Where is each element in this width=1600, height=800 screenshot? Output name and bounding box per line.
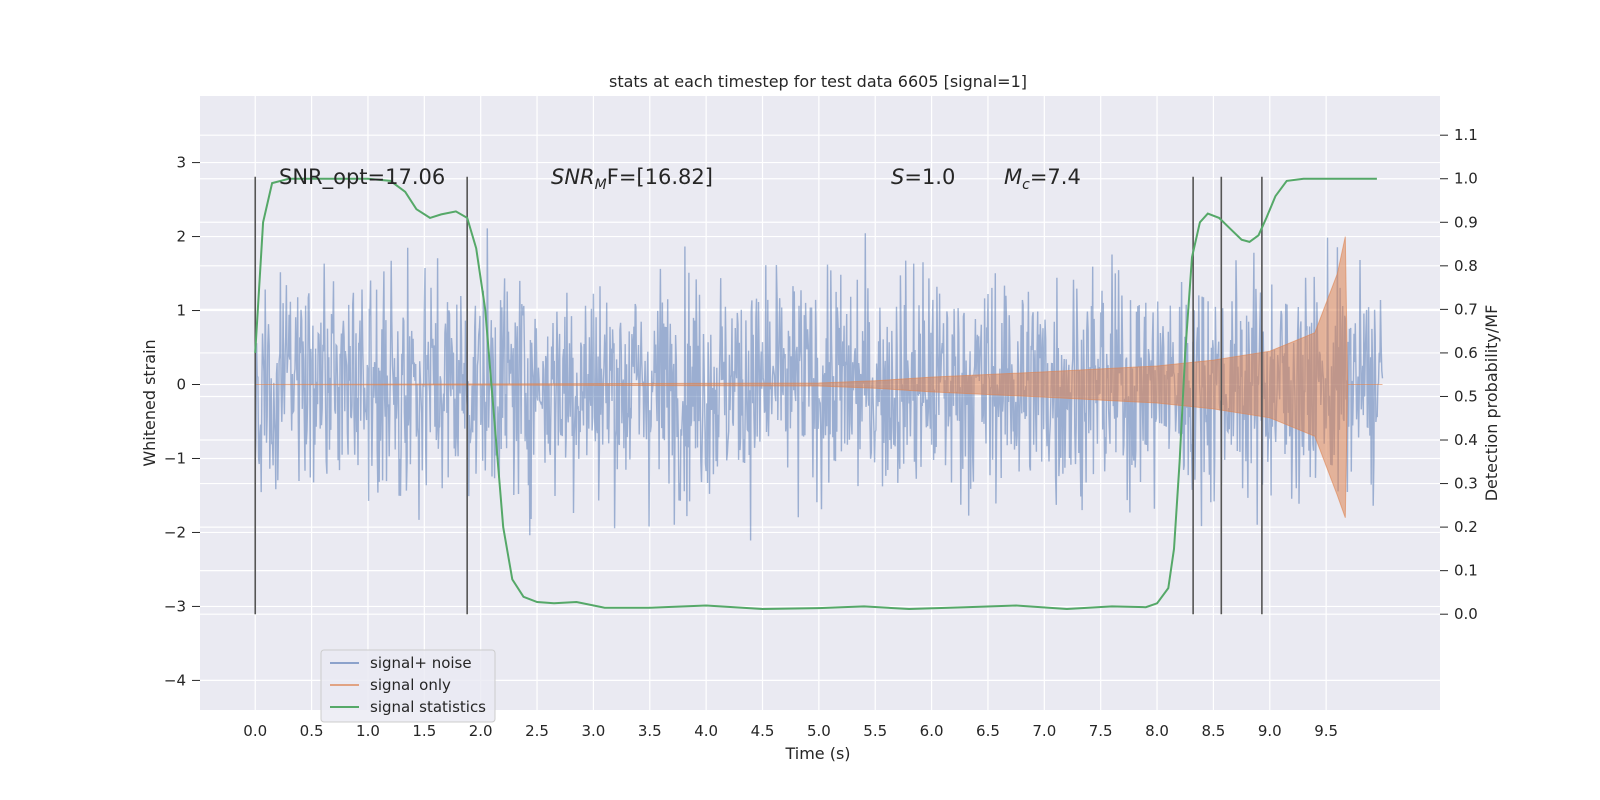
- y2-tick-label: 0.4: [1454, 431, 1478, 449]
- y2-tick-label: 1.0: [1454, 170, 1478, 188]
- annotation-s: S=1.0: [891, 165, 955, 189]
- y-tick-label: 1: [176, 302, 186, 320]
- legend-box: [320, 649, 496, 723]
- x-tick-label: 7.0: [1032, 722, 1056, 740]
- y2-tick-label: 0.3: [1454, 475, 1478, 493]
- y-tick-label: −4: [164, 671, 186, 689]
- y2-tick-labels: 1.1 1.0 0.9 0.8 0.7 0.6 0.5 0.4 0.3 0.2 0.1 0.0: [1440, 126, 1478, 623]
- y2-tick-label: 0.2: [1454, 518, 1478, 536]
- annotation-snr-opt: SNR_opt=17.06: [279, 165, 445, 190]
- y2-tick-label: 1.1: [1454, 126, 1478, 144]
- snr-mf-rest: F=[16.82]: [607, 165, 713, 189]
- x-tick-label: 7.5: [1089, 722, 1113, 740]
- legend-label-noise: signal+ noise: [370, 654, 472, 672]
- y-tick-label: −1: [164, 449, 186, 467]
- y2-tick-label: 0.6: [1454, 344, 1478, 362]
- y2-tick-label: 0.1: [1454, 562, 1478, 580]
- x-tick-label: 8.5: [1201, 722, 1225, 740]
- y-tick-labels: 3 2 1 0 −1 −2 −3 −4: [164, 154, 200, 689]
- vertical-markers: [254, 176, 1263, 615]
- mc-rest: =7.4: [1030, 165, 1081, 189]
- y2-tick-label: 0.8: [1454, 257, 1478, 275]
- y-tick-label: 2: [176, 228, 186, 246]
- annotation-snr-mf: SNRMF=[16.82]: [551, 165, 713, 193]
- x-tick-label: 1.0: [356, 722, 380, 740]
- x-tick-label: 9.0: [1258, 722, 1282, 740]
- x-tick-label: 8.0: [1145, 722, 1169, 740]
- y-axis-label: Whitened strain: [140, 339, 159, 466]
- x-tick-label: 0.5: [300, 722, 324, 740]
- legend: signal+ noise signal only signal statist…: [320, 649, 496, 723]
- x-tick-label: 2.5: [525, 722, 549, 740]
- snr-mf-sub: M: [595, 177, 607, 193]
- signal-noise-series: [254, 228, 1384, 541]
- y2-tick-label: 0.9: [1454, 213, 1478, 231]
- mc-italic: M: [1004, 165, 1022, 189]
- x-tick-label: 0.0: [243, 722, 267, 740]
- signal-statistics-series: [254, 177, 1377, 611]
- x-tick-label: 2.0: [469, 722, 493, 740]
- y2-tick-label: 0.0: [1454, 605, 1478, 623]
- x-tick-label: 3.5: [638, 722, 662, 740]
- signal-only-series: [255, 236, 1383, 518]
- legend-label-stats: signal statistics: [370, 698, 486, 716]
- x-tick-label: 6.0: [920, 722, 944, 740]
- y-tick-label: −2: [164, 523, 186, 541]
- x-tick-label: 6.5: [976, 722, 1000, 740]
- x-tick-label: 4.0: [694, 722, 718, 740]
- snr-mf-base: SNR: [551, 165, 595, 189]
- y2-axis-label: Detection probability/MF: [1482, 305, 1501, 502]
- x-tick-labels: 0.0 0.5 1.0 1.5 2.0 2.5 3.0 3.5 4.0 4.5 5.0 5.5 6.0 6…: [243, 722, 1338, 740]
- y-tick-label: 3: [176, 154, 186, 172]
- x-tick-label: 3.0: [581, 722, 605, 740]
- y2-tick-label: 0.7: [1454, 300, 1478, 318]
- s-rest: =1.0: [904, 165, 955, 189]
- x-tick-label: 9.5: [1314, 722, 1338, 740]
- mc-sub: c: [1022, 177, 1030, 193]
- chart-title: stats at each timestep for test data 660…: [609, 72, 1027, 91]
- x-tick-label: 5.5: [863, 722, 887, 740]
- y-tick-label: −3: [164, 597, 186, 615]
- annotation-mc: Mc=7.4: [1004, 165, 1081, 193]
- y-tick-label: 0: [176, 376, 186, 394]
- plot-clip: [254, 176, 1384, 615]
- x-tick-label: 4.5: [751, 722, 775, 740]
- s-italic: S: [891, 165, 904, 189]
- legend-label-signal: signal only: [370, 676, 451, 694]
- y2-tick-label: 0.5: [1454, 387, 1478, 405]
- x-tick-label: 1.5: [412, 722, 436, 740]
- x-axis-label: Time (s): [784, 744, 850, 763]
- x-tick-label: 5.0: [807, 722, 831, 740]
